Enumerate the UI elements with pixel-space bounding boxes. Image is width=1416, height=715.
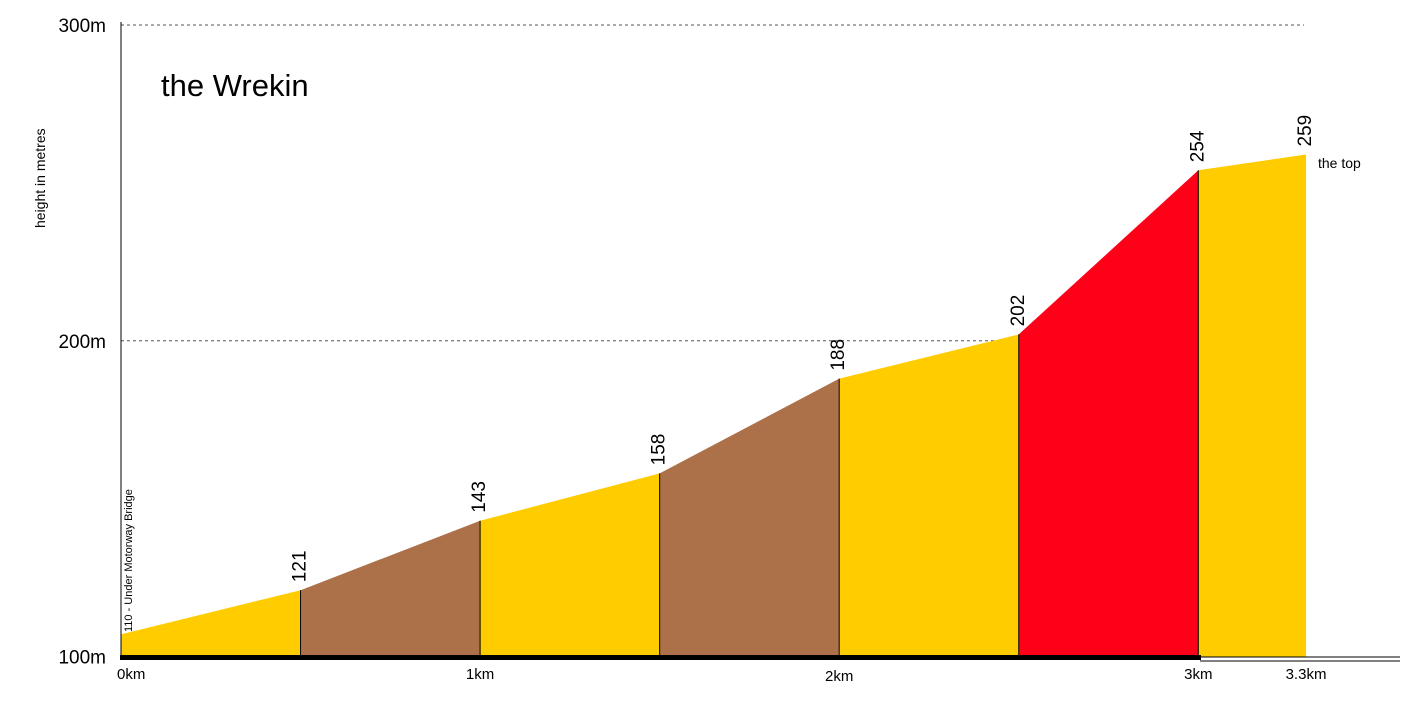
- end-annotation: the top: [1318, 155, 1361, 171]
- x-tick-label-0: 0km: [117, 666, 145, 683]
- chart-title: the Wrekin: [161, 68, 309, 103]
- profile-segment-2: [300, 520, 481, 657]
- start-annotation: 110 - Under Motorway Bridge: [123, 489, 135, 632]
- data-label-259: 259: [1295, 115, 1316, 147]
- x-tick-label-2: 2km: [825, 668, 853, 685]
- profile-segment-7: [1198, 154, 1307, 657]
- data-label-188: 188: [828, 339, 849, 371]
- axes: [120, 22, 1400, 662]
- profile-segment-3: [480, 473, 660, 657]
- y-tick-label-200: 200m: [58, 332, 106, 353]
- profile-segment-6: [1018, 170, 1199, 657]
- y-tick-label-300: 300m: [58, 16, 106, 37]
- data-label-158: 158: [649, 434, 670, 466]
- data-labels: 121 143 158 188 202 254 259: [290, 115, 1316, 582]
- y-tick-labels: 100m 200m 300m: [58, 16, 106, 669]
- profile-segment-1: [121, 590, 301, 657]
- data-label-202: 202: [1008, 295, 1029, 327]
- data-label-121: 121: [290, 550, 311, 582]
- data-label-143: 143: [469, 481, 490, 513]
- profile-segment-4: [659, 378, 840, 657]
- x-tick-labels: 0km 1km 2km 3km 3.3km: [117, 666, 1326, 685]
- x-tick-label-3-3: 3.3km: [1286, 666, 1327, 683]
- x-tick-label-1: 1km: [466, 666, 494, 683]
- x-tick-label-3: 3km: [1184, 666, 1212, 683]
- profile-segment-5: [839, 334, 1019, 657]
- data-label-254: 254: [1187, 130, 1208, 162]
- x-axis-base-bar: [120, 655, 1201, 660]
- y-tick-label-100: 100m: [58, 648, 106, 669]
- y-axis-label: height in metres: [32, 128, 48, 228]
- profile-segments: [121, 154, 1307, 657]
